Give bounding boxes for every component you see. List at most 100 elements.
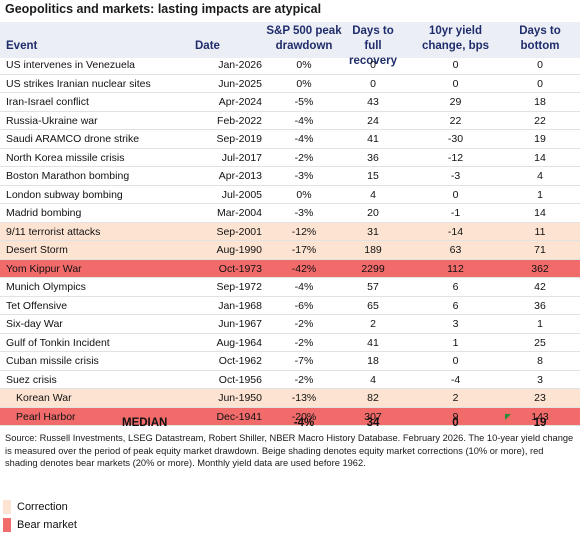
header-sp-drawdown: S&P 500 peak drawdown [265,24,343,54]
cell-marker-icon [505,414,511,420]
bottom-cell: 0 [537,77,543,90]
header-bottom-line2: bottom [520,40,560,52]
recovery-cell: 4 [370,373,376,386]
yield-cell: -30 [447,133,464,145]
drawdown-cell: -2% [294,151,314,164]
recovery-cell: 2 [370,318,376,330]
date-cell: Sep-1972 [216,281,262,293]
drawdown-cell: -17% [291,244,317,256]
date-cell: Aug-1990 [216,244,262,256]
event-cell: Boston Marathon bombing [6,170,130,182]
table-row: Suez crisis Oct-1956 -2% 4 -4 3 [0,371,580,389]
date-cell: Sep-2001 [216,225,262,238]
recovery-cell: 189 [364,244,382,256]
event-cell: US intervenes in Venezuela [6,59,135,71]
bottom-cell: 0 [537,59,543,71]
table-row: US intervenes in Venezuela Jan-2026 0% 0 0 0 [0,56,580,75]
table-body: US intervenes in Venezuela Jan-2026 0% 0 0 0 U… [0,56,580,426]
header-sp-line2: drawdown [275,40,333,52]
drawdown-cell: -2% [294,336,314,349]
legend-correction-swatch [3,500,11,514]
yield-cell: -1 [450,207,461,219]
legend-bear-label: Bear market [17,519,77,531]
event-cell: Saudi ARAMCO drone strike [6,133,140,145]
legend-correction-label: Correction [17,501,68,513]
drawdown-cell: -3% [294,170,314,182]
bottom-cell: 1 [537,318,543,330]
yield-cell: -3 [450,170,461,182]
recovery-cell: 41 [367,336,379,349]
table-row: 9/11 terrorist attacks Sep-2001 -12% 31 -14 1… [0,222,580,241]
recovery-cell: 43 [367,96,379,108]
event-cell: North Korea missile crisis [6,151,125,164]
bottom-cell: 22 [534,114,546,127]
median-drawdown: -4% [293,417,315,429]
recovery-cell: 31 [367,225,379,238]
yield-cell: 1 [452,336,459,349]
event-cell: London subway bombing [6,188,123,201]
date-cell: Jul-2017 [221,151,262,164]
date-cell: Apr-2024 [218,96,262,108]
drawdown-cell: -3% [294,207,314,219]
header-date: Date [195,40,220,52]
header-yield-line1: 10yr yield [428,25,483,37]
yield-cell: 112 [447,262,464,275]
drawdown-cell: -42% [291,262,317,275]
recovery-cell: 18 [367,355,379,367]
drawdown-cell: -5% [294,96,314,108]
median-recovery: 34 [366,417,380,429]
table-row: London subway bombing Jul-2005 0% 4 0 1 [0,186,580,204]
event-cell: Iran-Israel conflict [6,96,89,108]
legend-bear-swatch [3,518,11,532]
recovery-cell: 57 [367,281,379,293]
table-row: Russia-Ukraine war Feb-2022 -4% 24 22 22 [0,112,580,130]
recovery-cell: 65 [367,299,379,312]
date-cell: Jun-1967 [218,318,262,330]
yield-cell: 9 [452,410,459,423]
recovery-cell: 36 [367,151,379,164]
date-cell: Jun-2025 [218,77,262,90]
date-cell: Jan-2026 [218,59,262,71]
header-yield-change: 10yr yield change, bps [403,24,508,54]
yield-cell: -14 [447,225,464,238]
header-days-line1: Days to full [352,25,394,52]
yield-cell: 6 [452,299,459,312]
event-cell: 9/11 terrorist attacks [6,225,101,238]
header-yield-line2: change, bps [421,40,490,52]
header-bottom-line1: Days to [519,25,561,37]
bottom-cell: 8 [537,355,543,367]
table-row: North Korea missile crisis Jul-2017 -2% 36 -… [0,149,580,167]
drawdown-cell: 0% [296,77,312,90]
date-cell: Oct-1956 [218,373,262,386]
recovery-cell: 307 [364,410,382,423]
table-row: Madrid bombing Mar-2004 -3% 20 -1 14 [0,204,580,223]
drawdown-cell: -4% [294,133,314,145]
recovery-cell: 41 [367,133,379,145]
recovery-cell: 15 [367,170,379,182]
event-cell: Suez crisis [6,373,57,386]
bottom-cell: 14 [534,151,546,164]
event-cell: Tet Offensive [6,299,68,312]
date-cell: Jan-1968 [218,299,262,312]
drawdown-cell: -20% [291,410,317,423]
drawdown-cell: -4% [294,281,314,293]
event-cell: Munich Olympics [6,281,86,293]
table-row: Desert Storm Aug-1990 -17% 189 63 71 [0,241,580,260]
table-row: Tet Offensive Jan-1968 -6% 65 6 36 [0,297,580,315]
bottom-cell: 362 [531,262,549,275]
table-row: Iran-Israel conflict Apr-2024 -5% 43 29 18 [0,93,580,112]
event-cell: Six-day War [6,318,63,330]
date-cell: Oct-1962 [218,355,262,367]
event-cell: Korean War [16,392,72,404]
drawdown-cell: -6% [294,299,314,312]
legend-bear: Bear market [3,518,77,532]
yield-cell: 29 [449,96,462,108]
bottom-cell: 25 [534,336,546,349]
header-days-line2: recovery [349,55,397,67]
header-days-bottom: Days to bottom [508,24,572,54]
table-header: Event Date S&P 500 peak drawdown Days to… [0,22,580,67]
yield-cell: 0 [452,355,459,367]
median-row: MEDIAN -4% 34 0 19 [0,415,580,431]
table-row: Munich Olympics Sep-1972 -4% 57 6 42 [0,278,580,297]
yield-cell: 0 [452,188,459,201]
